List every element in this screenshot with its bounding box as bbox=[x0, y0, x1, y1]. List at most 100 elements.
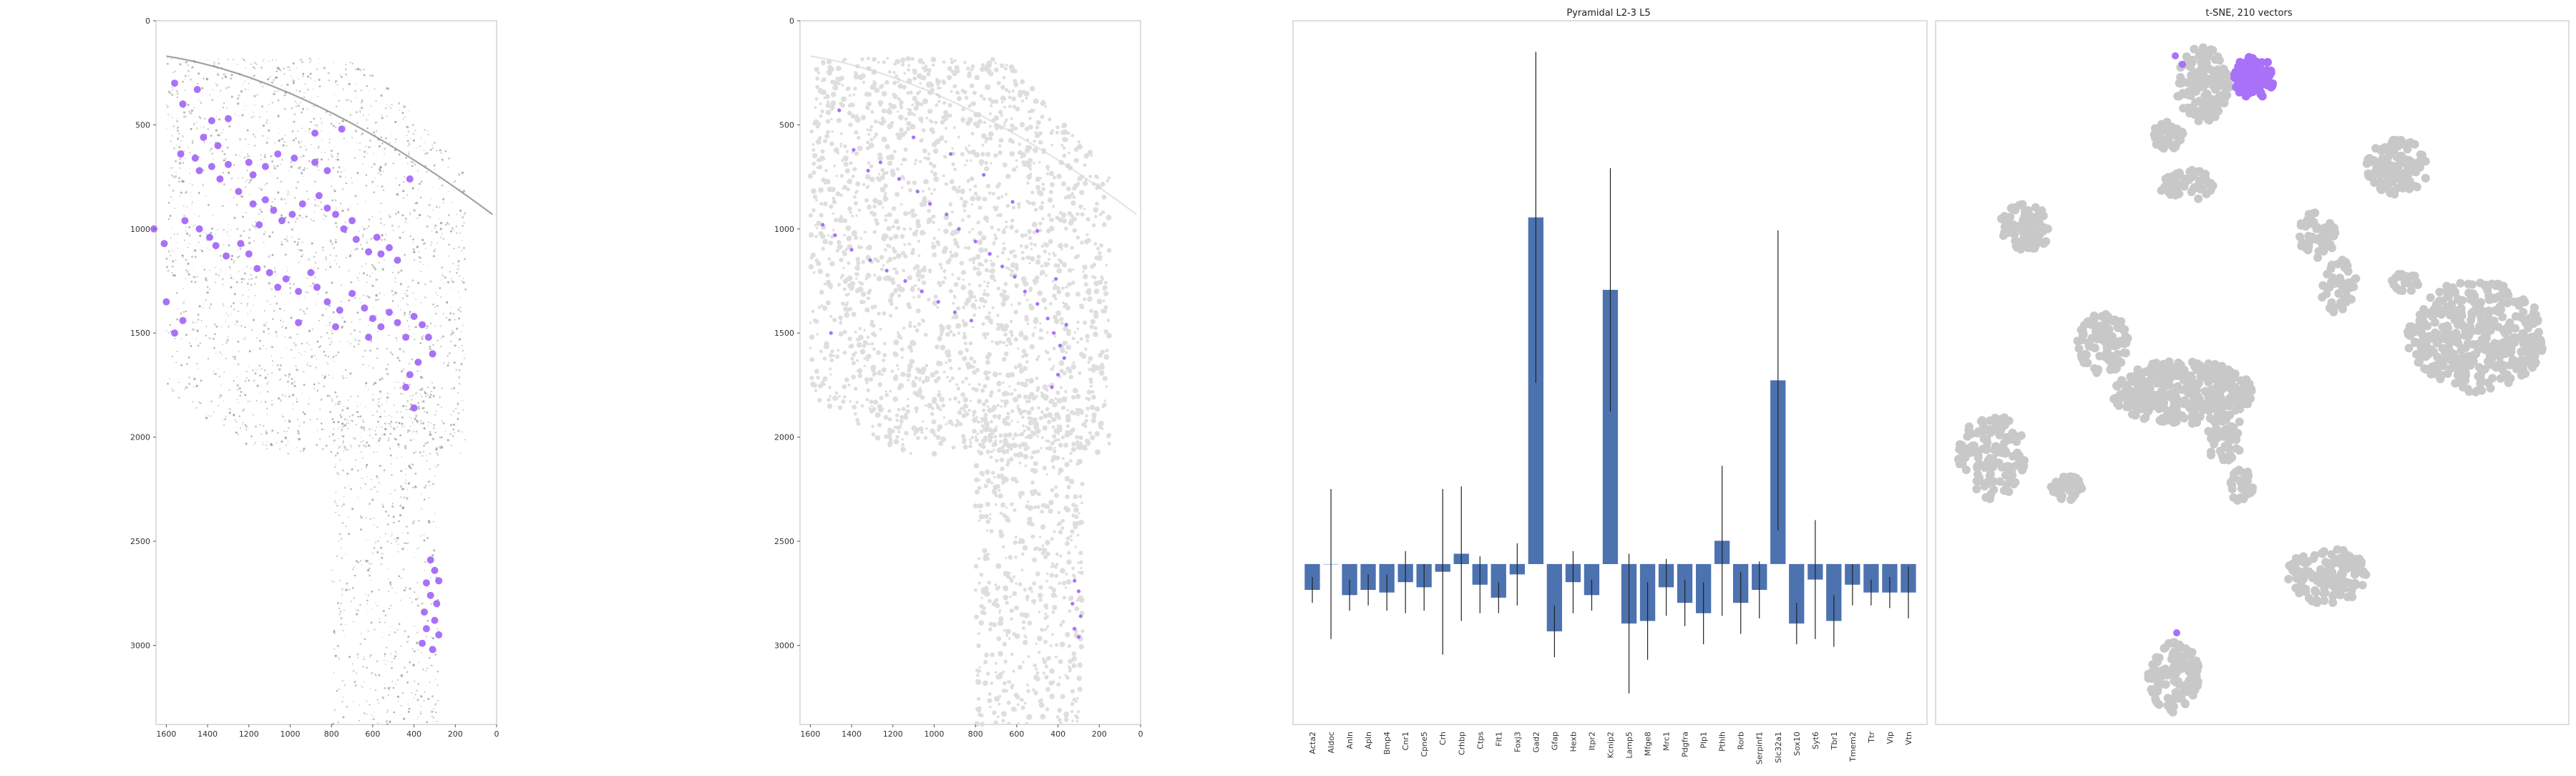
tissue-cell bbox=[832, 84, 838, 90]
tissue-cell bbox=[915, 229, 919, 233]
tissue-cell bbox=[437, 455, 439, 456]
tissue-cell bbox=[882, 359, 885, 362]
tissue-cell bbox=[350, 419, 351, 421]
highlighted-cell bbox=[200, 134, 207, 141]
tissue-cell bbox=[223, 73, 225, 75]
tissue-cell bbox=[932, 253, 937, 258]
tissue-cell bbox=[1067, 282, 1071, 286]
tissue-cell bbox=[436, 206, 438, 208]
tissue-cell bbox=[404, 667, 405, 669]
tissue-cell bbox=[899, 419, 904, 423]
tissue-cell bbox=[346, 583, 348, 585]
tissue-cell bbox=[843, 395, 847, 399]
tissue-cell bbox=[222, 77, 223, 79]
tissue-cell bbox=[1106, 179, 1109, 182]
tissue-cell bbox=[1046, 440, 1050, 443]
tissue-cell bbox=[299, 166, 301, 168]
tissue-cell bbox=[450, 424, 452, 426]
tissue-cell bbox=[364, 656, 365, 658]
tissue-cell bbox=[1005, 118, 1008, 121]
tissue-cell bbox=[357, 172, 359, 174]
tissue-cell bbox=[858, 335, 864, 341]
tissue-cell bbox=[401, 705, 402, 707]
highlighted-cell bbox=[262, 196, 269, 203]
tissue-cell bbox=[1017, 202, 1021, 206]
tissue-cell bbox=[341, 76, 343, 78]
tissue-cell bbox=[434, 313, 436, 314]
tissue-cell bbox=[1067, 551, 1070, 555]
tissue-cell bbox=[403, 350, 405, 352]
tissue-cell bbox=[1072, 195, 1075, 199]
tissue-cell bbox=[968, 383, 970, 385]
tissue-cell bbox=[310, 73, 312, 75]
tissue-cell bbox=[1045, 606, 1048, 609]
tissue-cell bbox=[347, 227, 348, 228]
tissue-cell bbox=[213, 370, 214, 371]
tissue-cell bbox=[440, 346, 441, 347]
tissue-cell bbox=[981, 440, 984, 442]
tissue-cell bbox=[364, 430, 366, 431]
tissue-cell bbox=[1035, 643, 1038, 645]
tissue-cell bbox=[275, 302, 278, 304]
tissue-cell bbox=[873, 304, 877, 308]
tissue-cell bbox=[240, 303, 242, 304]
tissue-cell bbox=[448, 256, 449, 257]
tissue-cell bbox=[336, 690, 337, 692]
tissue-cell bbox=[864, 329, 867, 332]
tissue-cell bbox=[381, 465, 382, 466]
tissue-cell bbox=[366, 713, 367, 714]
tissue-cell bbox=[267, 78, 269, 80]
tissue-cell bbox=[900, 447, 906, 452]
tissue-cell bbox=[1010, 269, 1014, 273]
tissue-cell bbox=[840, 132, 843, 135]
tissue-cell bbox=[998, 110, 1003, 115]
tissue-cell bbox=[245, 186, 246, 188]
tissue-cell bbox=[837, 245, 842, 250]
tissue-cell bbox=[426, 328, 427, 329]
tissue-cell bbox=[340, 413, 341, 414]
tissue-cell bbox=[992, 711, 995, 714]
tissue-cell bbox=[1026, 689, 1030, 694]
tissue-cell bbox=[1068, 596, 1073, 601]
tissue-cell bbox=[433, 721, 434, 722]
tissue-cell bbox=[424, 499, 426, 501]
tissue-cell bbox=[237, 102, 239, 105]
tissue-cell bbox=[356, 97, 357, 99]
tissue-cell bbox=[913, 266, 917, 270]
tissue-cell bbox=[315, 261, 316, 262]
plot-frame bbox=[156, 21, 497, 724]
tissue-cell bbox=[385, 163, 386, 164]
tissue-cell bbox=[932, 397, 937, 402]
tissue-cell bbox=[426, 225, 429, 228]
tissue-cell bbox=[359, 298, 360, 299]
highlighted-cell bbox=[377, 251, 384, 258]
tissue-cells bbox=[808, 56, 1112, 727]
tissue-cell bbox=[884, 218, 888, 222]
highlighted-cell bbox=[414, 359, 421, 366]
tissue-cell bbox=[433, 344, 434, 346]
tissue-cell bbox=[361, 468, 362, 469]
tissue-cell bbox=[441, 420, 443, 422]
tissue-cell bbox=[321, 399, 323, 401]
tissue-cell bbox=[340, 203, 341, 204]
tissue-cell bbox=[365, 382, 367, 384]
tissue-cell bbox=[1032, 450, 1036, 455]
tissue-cell bbox=[1088, 175, 1092, 178]
tissue-cell bbox=[1033, 505, 1037, 509]
tissue-cell bbox=[1069, 452, 1073, 455]
tissue-cell bbox=[1011, 707, 1015, 712]
tissue-cell bbox=[994, 233, 997, 236]
tissue-cell bbox=[218, 405, 219, 407]
tissue-cell bbox=[388, 437, 389, 439]
tissue-cell bbox=[1078, 512, 1080, 514]
x-tick-label: 1000 bbox=[280, 729, 301, 739]
tissue-cell bbox=[1059, 360, 1065, 366]
tissue-cell bbox=[298, 249, 299, 251]
tissue-cell bbox=[404, 254, 406, 256]
tissue-cell bbox=[366, 120, 368, 121]
tissue-cell bbox=[453, 410, 454, 412]
tissue-cell bbox=[294, 357, 295, 358]
tissue-cell bbox=[245, 380, 246, 382]
tissue-cell bbox=[323, 377, 326, 379]
tissue-cell bbox=[284, 374, 286, 377]
